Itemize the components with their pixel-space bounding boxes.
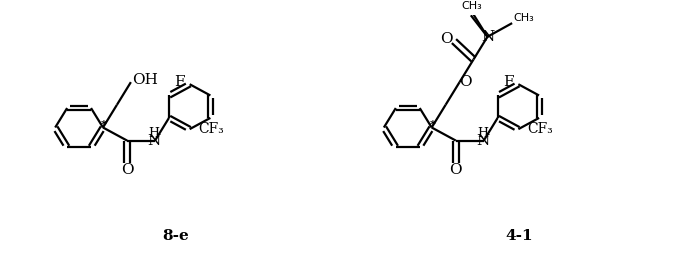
Text: O: O <box>440 32 452 46</box>
Text: O: O <box>459 75 472 89</box>
Text: F: F <box>503 75 514 89</box>
Text: CH₃: CH₃ <box>513 13 534 23</box>
Text: *: * <box>430 120 435 130</box>
Text: F: F <box>174 75 185 89</box>
Text: N: N <box>148 134 161 148</box>
Text: 8-e: 8-e <box>162 229 189 243</box>
Text: 4-1: 4-1 <box>505 229 533 243</box>
Text: N: N <box>481 30 494 44</box>
Text: CH₃: CH₃ <box>461 1 482 11</box>
Text: *: * <box>101 120 107 130</box>
Text: O: O <box>449 163 462 177</box>
Text: N: N <box>476 134 489 148</box>
Text: H: H <box>148 127 160 140</box>
Text: H: H <box>477 127 488 140</box>
Text: OH: OH <box>132 73 158 87</box>
Text: O: O <box>121 163 134 177</box>
Text: CF₃: CF₃ <box>199 122 225 136</box>
Text: CF₃: CF₃ <box>527 122 553 136</box>
